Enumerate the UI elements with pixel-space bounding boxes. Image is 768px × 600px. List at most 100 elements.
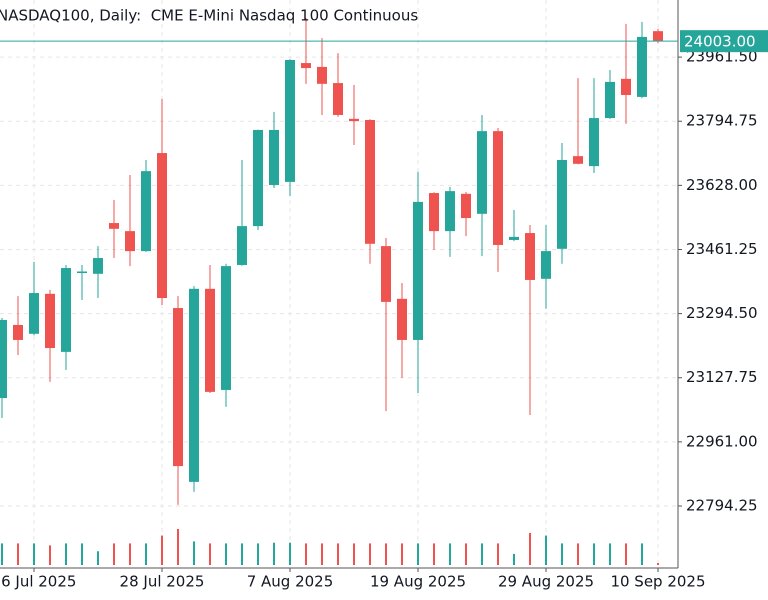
y-tick-label: 23794.75 [686,112,758,130]
volume-bar [241,543,243,565]
candle-body [429,193,439,232]
candle-body [189,288,199,482]
volume-bar [641,543,643,565]
candle-body [45,293,55,349]
volume-bar [113,543,115,565]
candle-body [0,319,7,399]
volume-bar [657,563,659,565]
volume-bar [289,542,291,565]
volume-bar [609,543,611,565]
volume-bar [225,543,227,565]
candle-body [221,266,231,390]
volume-bar [625,543,627,565]
x-tick-label: 19 Aug 2025 [370,573,466,591]
candle-body [605,81,615,119]
x-tick-label: 10 Sep 2025 [610,573,705,591]
candle-body [93,258,103,274]
volume-bar [97,551,99,565]
volume-bar [497,543,499,565]
chart-title: NASDAQ100, Daily: CME E-Mini Nasdaq 100 … [0,7,418,25]
volume-bar [593,543,595,565]
last-price-label: 24003.00 [684,33,756,51]
volume-bar [321,543,323,565]
volume-bar [129,543,131,565]
candle-body [365,119,375,244]
x-tick-label: 16 Jul 2025 [0,573,76,591]
volume-bar [465,543,467,565]
candle-body [557,159,567,249]
volume-bar [273,542,275,565]
candle-body [637,36,647,97]
candle-body [317,66,327,84]
volume-bar [481,543,483,565]
y-tick-label: 22961.00 [686,432,758,450]
last-price-box [680,30,768,53]
volume-bar [449,543,451,565]
volume-bar [49,545,51,565]
candle-body [301,63,311,69]
volume-bar [161,535,163,565]
candle-body [525,233,535,280]
y-tick-label: 23294.50 [686,304,758,322]
y-tick-label: 22794.25 [686,496,758,514]
volume-bar [1,543,3,565]
candle-body [61,268,71,352]
volume-bar [177,529,179,565]
candle-body [77,271,87,274]
candle-body [205,288,215,392]
volume-bar [417,543,419,565]
volume-bar [561,543,563,565]
candle-body [285,59,295,182]
candle-body [157,153,167,299]
candle-body [493,131,503,245]
volume-bar [577,543,579,565]
candle-body [621,78,631,95]
volume-bar [401,543,403,565]
candle-body [397,298,407,340]
candle-body [445,191,455,232]
volume-bar [209,543,211,565]
volume-bar [529,532,531,565]
candle-body [109,223,119,229]
candle-body [125,231,135,252]
volume-bar [17,543,19,565]
volume-bar [433,543,435,565]
volume-bar [305,543,307,565]
candle-body [141,171,151,252]
volume-bar [193,541,195,565]
candle-body [413,201,423,340]
candle-body [573,156,583,164]
volume-bar [65,543,67,565]
x-tick-label: 28 Jul 2025 [120,573,205,591]
candle-body [237,226,247,265]
volume-bar [369,543,371,565]
candle-body [173,308,183,467]
candle-body [333,83,343,115]
candle-body [509,236,519,240]
volume-bar [385,543,387,565]
x-tick-label: 7 Aug 2025 [247,573,334,591]
candle-body [477,131,487,214]
y-tick-label: 23628.00 [686,176,758,194]
volume-bar [33,543,35,565]
candle-body [13,324,23,340]
volume-bar [353,543,355,565]
candle-body [253,129,263,227]
candle-body [29,293,39,334]
candle-body [653,31,663,42]
candle-body [589,118,599,167]
volume-bar [545,535,547,565]
candle-body [461,193,471,219]
y-tick-label: 23127.75 [686,368,758,386]
candle-body [541,251,551,279]
candle-body [381,246,391,302]
candle-body [269,129,279,185]
volume-bar [513,553,515,565]
x-tick-label: 29 Aug 2025 [498,573,594,591]
volume-bar [337,543,339,565]
volume-bar [257,543,259,565]
candle-body [349,118,359,122]
volume-bar [145,543,147,565]
y-tick-label: 23461.25 [686,240,758,258]
